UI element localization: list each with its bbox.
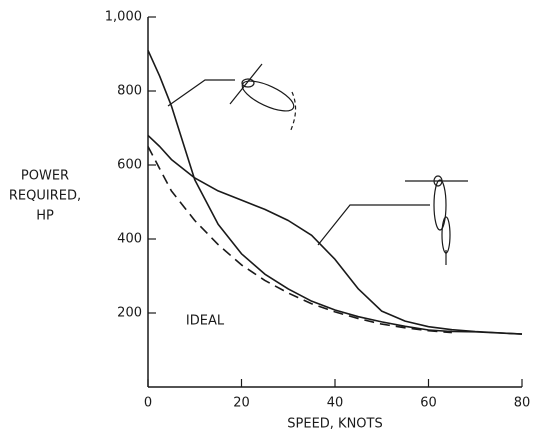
line [147, 49, 523, 335]
y-tick-label: 400 [117, 232, 142, 247]
x-tick-label: 60 [420, 396, 437, 411]
line [147, 146, 452, 334]
y-tick-label: 600 [117, 158, 142, 173]
y-tick-label: 200 [117, 306, 142, 321]
y-axis-label-line: REQUIRED, [9, 189, 81, 204]
y-axis-label-line: HP [36, 209, 54, 224]
x-tick-label: 20 [233, 396, 250, 411]
y-tick-label: 1,000 [105, 10, 142, 25]
x-axis-label: SPEED, KNOTS [287, 417, 382, 432]
y-axis-label-line: POWER [21, 169, 69, 184]
y-axis-label: POWER REQUIRED, HP [9, 169, 81, 224]
x-tick-label: 80 [514, 396, 531, 411]
line [147, 134, 523, 335]
y-tick-label: 800 [117, 84, 142, 99]
annotation: IDEAL [186, 314, 225, 329]
x-tick-label: 0 [144, 396, 152, 411]
x-tick-label: 40 [327, 396, 344, 411]
rotor-icons [167, 63, 468, 265]
